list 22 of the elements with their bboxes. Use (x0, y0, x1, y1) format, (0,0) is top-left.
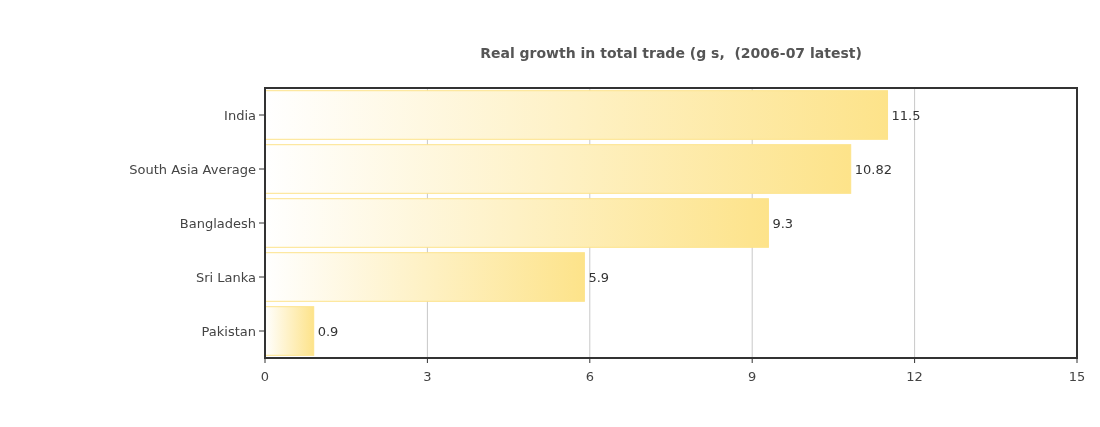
y-tick-label: Sri Lanka (195, 269, 256, 285)
data-label: 10.82 (854, 161, 892, 177)
bar (264, 198, 769, 248)
y-tick-label: India (224, 107, 256, 123)
x-tick-label: 3 (423, 369, 432, 384)
bar (264, 90, 889, 140)
bar (264, 144, 852, 194)
x-tick-label: 6 (585, 369, 594, 384)
x-tick-label: 0 (260, 369, 270, 384)
data-label: 0.9 (317, 323, 339, 339)
data-label: 9.3 (772, 215, 794, 231)
x-tick-label: 9 (748, 369, 757, 384)
chart-title: Real growth in total trade (g s, (2006-07 latest) (480, 45, 862, 61)
y-tick-label: Bangladesh (179, 215, 256, 231)
data-label: 11.5 (891, 107, 921, 123)
y-tick-label: South Asia Average (129, 161, 256, 177)
bar (264, 306, 315, 356)
y-tick-label: Pakistan (201, 323, 256, 339)
bar (264, 252, 585, 302)
data-label: 5.9 (588, 269, 610, 285)
x-tick-label: 15 (1068, 369, 1086, 384)
x-tick-label: 12 (906, 369, 923, 384)
